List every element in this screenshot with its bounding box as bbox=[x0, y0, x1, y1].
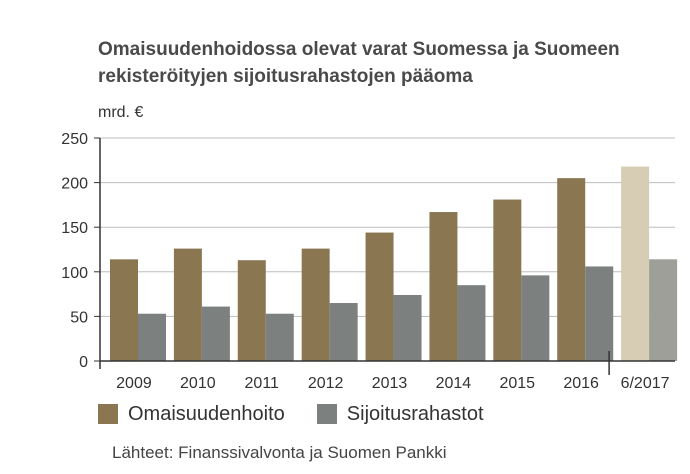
source-note: Lähteet: Finanssivalvonta ja Suomen Pank… bbox=[112, 443, 447, 462]
bars bbox=[110, 166, 678, 361]
legend-item-1: Omaisuudenhoito bbox=[98, 403, 285, 426]
x-tick-label-6-2017: 6/2017 bbox=[621, 375, 670, 392]
y-tick-label-100: 100 bbox=[61, 265, 88, 282]
bar-omaisuudenhoito-2009 bbox=[110, 259, 138, 361]
x-tick-label-2013: 2013 bbox=[372, 375, 408, 392]
legend-swatch-2 bbox=[316, 404, 337, 424]
x-tick-label-2012: 2012 bbox=[308, 375, 344, 392]
chart-title-line-2: rekisteröityjen sijoitusrahastojen pääom… bbox=[98, 66, 473, 87]
chart-title: Omaisuudenhoidossa olevat varat Suomessa… bbox=[98, 36, 678, 90]
legend-label-1: Omaisuudenhoito bbox=[128, 402, 285, 425]
x-tick-labels: 2009 2010 2011 2012 2013 2014 2015 2016 6/2017 bbox=[116, 375, 669, 392]
bar-sijoitusrahastot-2014 bbox=[457, 285, 486, 361]
bar-sijoitusrahastot-2013 bbox=[393, 294, 422, 361]
x-tick-label-2015: 2015 bbox=[499, 375, 535, 392]
y-axis-unit-label: mrd. € bbox=[98, 104, 144, 121]
y-tick-label-0: 0 bbox=[79, 354, 88, 371]
bar-sijoitusrahastot-2015 bbox=[521, 275, 550, 361]
y-tick-label-150: 150 bbox=[61, 220, 88, 237]
chart-title-line-1: Omaisuudenhoidossa olevat varat Suomessa… bbox=[98, 39, 620, 60]
y-tick-label-250: 250 bbox=[61, 131, 88, 148]
x-tick-label-2016: 2016 bbox=[563, 375, 599, 392]
bar-omaisuudenhoito-2010 bbox=[173, 248, 202, 361]
legend-item-2: Sijoitusrahastot bbox=[316, 402, 484, 426]
bar-omaisuudenhoito-6-2017 bbox=[621, 166, 650, 361]
legend: Omaisuudenhoito Sijoitusrahastot bbox=[98, 400, 516, 428]
x-tick-label-2010: 2010 bbox=[180, 375, 216, 392]
bar-omaisuudenhoito-2016 bbox=[557, 178, 586, 361]
x-tick-label-2014: 2014 bbox=[436, 375, 472, 392]
bar-sijoitusrahastot-2016 bbox=[585, 266, 614, 361]
bar-sijoitusrahastot-6-2017 bbox=[649, 259, 678, 361]
y-tick-label-50: 50 bbox=[70, 309, 88, 326]
x-tick-label-2011: 2011 bbox=[245, 375, 280, 392]
y-tick-label-200: 200 bbox=[61, 176, 88, 193]
legend-swatch-1 bbox=[98, 404, 118, 424]
bar-omaisuudenhoito-2012 bbox=[301, 248, 330, 361]
bar-omaisuudenhoito-2011 bbox=[237, 260, 266, 361]
bar-omaisuudenhoito-2015 bbox=[493, 199, 522, 361]
axes bbox=[94, 137, 675, 375]
bar-sijoitusrahastot-2010 bbox=[201, 306, 230, 361]
bar-omaisuudenhoito-2014 bbox=[429, 212, 458, 361]
bar-sijoitusrahastot-2009 bbox=[138, 313, 166, 361]
bar-sijoitusrahastot-2011 bbox=[265, 313, 294, 361]
y-tick-labels: 0 50 100 150 200 250 bbox=[61, 131, 88, 371]
x-tick-label-2009: 2009 bbox=[116, 375, 152, 392]
bar-sijoitusrahastot-2012 bbox=[329, 303, 358, 361]
bar-omaisuudenhoito-2013 bbox=[365, 232, 394, 361]
legend-label-2: Sijoitusrahastot bbox=[346, 402, 484, 425]
